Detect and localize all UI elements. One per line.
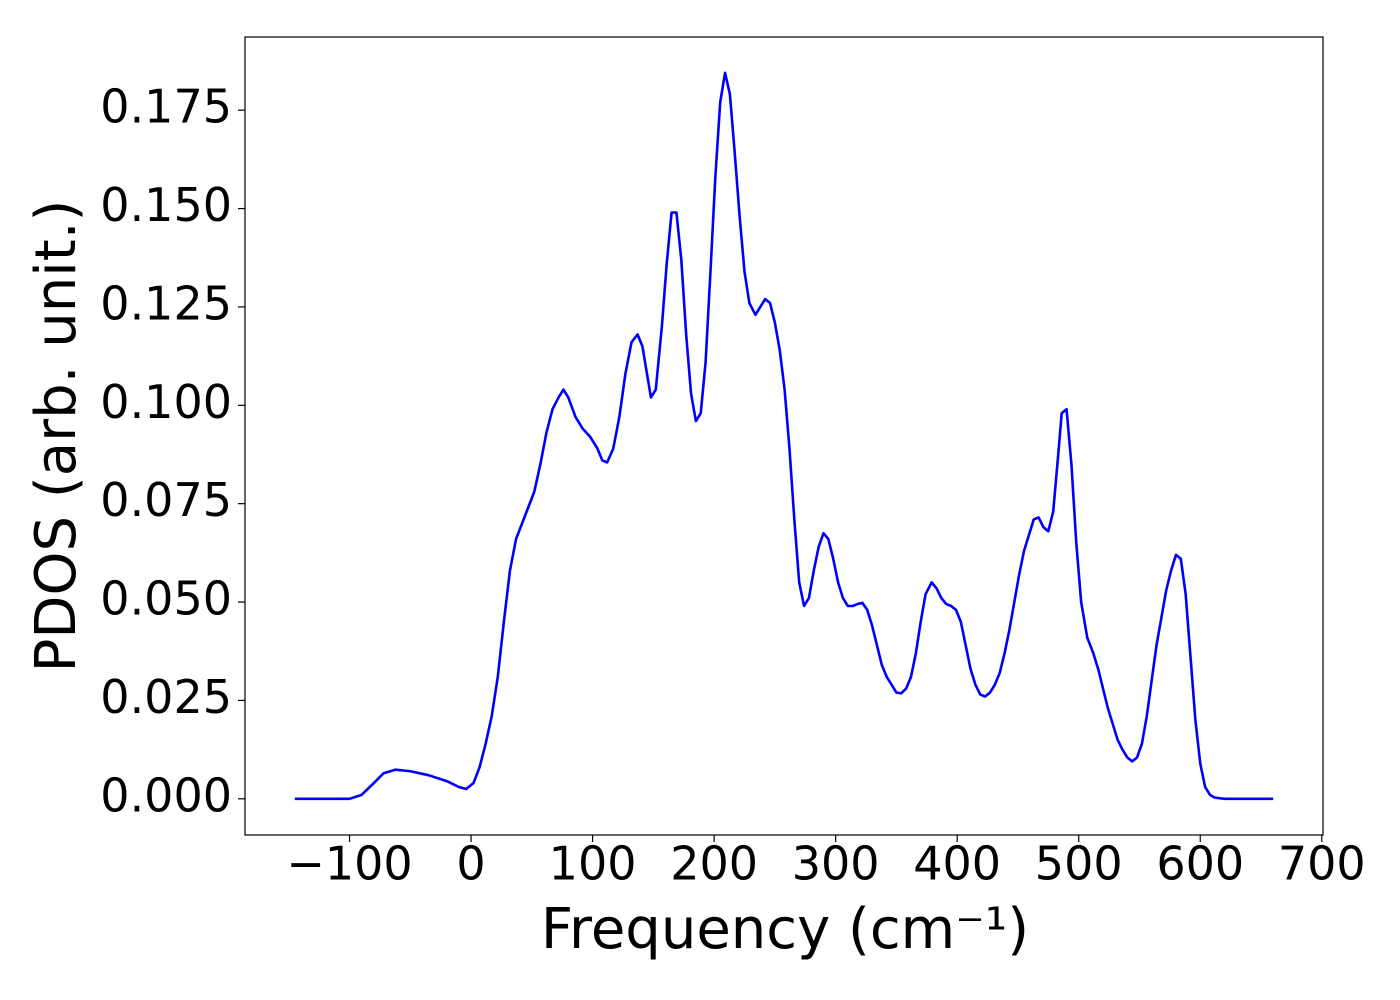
x-tick-label: 100 <box>549 837 637 891</box>
x-tick-label: −100 <box>286 837 412 891</box>
data-line <box>294 71 1274 801</box>
y-tick-label: 0.000 <box>100 768 232 822</box>
y-tick-label: 0.125 <box>100 276 232 330</box>
x-tick-label: 0 <box>456 837 485 891</box>
y-tick-label: 0.100 <box>100 375 232 429</box>
y-tick-label: 0.075 <box>100 473 232 527</box>
y-tick-label: 0.025 <box>100 670 232 724</box>
y-axis-label: PDOS (arb. unit.) <box>24 200 89 673</box>
x-axis-label: Frequency (cm⁻¹) <box>541 897 1029 962</box>
x-tick-label: 400 <box>913 837 1001 891</box>
y-tick-label: 0.175 <box>100 80 232 134</box>
x-tick-label: 600 <box>1156 837 1244 891</box>
x-tick-label: 300 <box>792 837 880 891</box>
y-tick-label: 0.150 <box>100 178 232 232</box>
x-tick-label: 200 <box>670 837 758 891</box>
x-tick-label: 700 <box>1278 837 1366 891</box>
plot-frame <box>244 36 1324 836</box>
x-tick-label: 500 <box>1035 837 1123 891</box>
y-tick-label: 0.050 <box>100 572 232 626</box>
